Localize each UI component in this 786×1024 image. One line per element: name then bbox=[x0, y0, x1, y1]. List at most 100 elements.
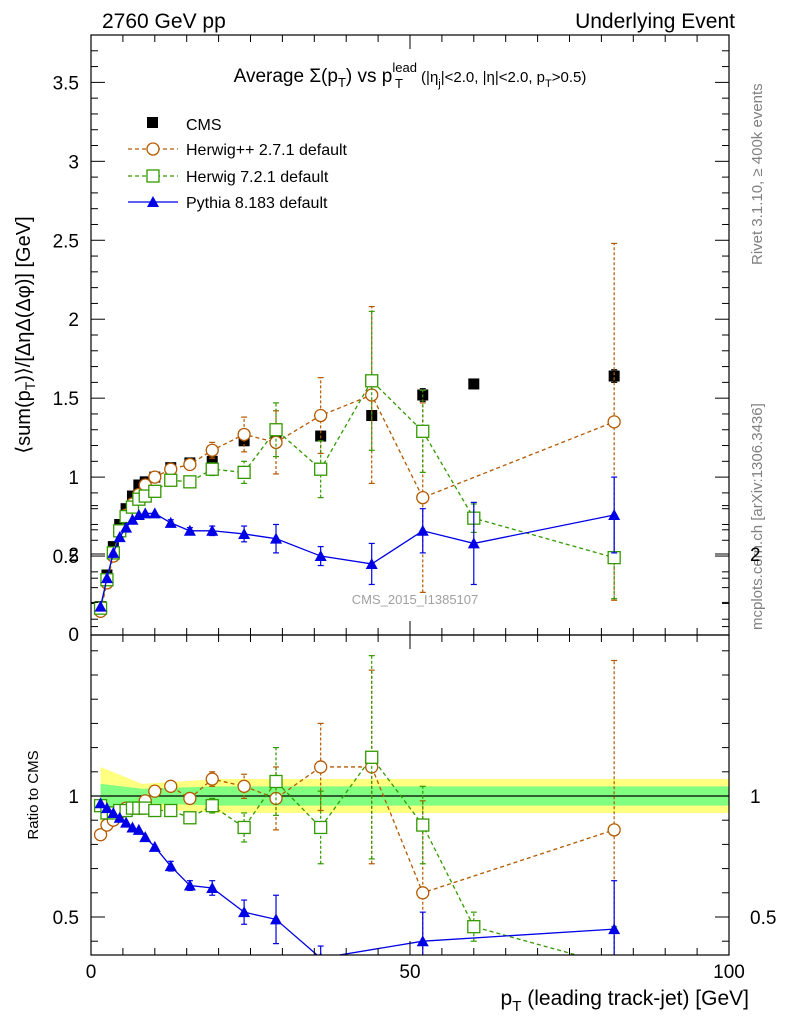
ratio-y-tick-label-right: 1 bbox=[750, 787, 761, 808]
pythia-point bbox=[148, 840, 161, 852]
ratio-y-tick-label: 2 bbox=[68, 545, 79, 566]
herwigpp-point bbox=[148, 784, 162, 798]
legend-label-pythia: Pythia 8.183 default bbox=[186, 195, 328, 212]
herwigpp-point bbox=[164, 779, 178, 793]
main-y-axis-label: ⟨sum(pT)⟩/[ΔηΔ(Δφ)] [GeV] bbox=[13, 216, 38, 453]
y-tick-label: 0.5 bbox=[53, 547, 79, 568]
herwig7-point bbox=[164, 803, 178, 818]
herwigpp-line bbox=[99, 394, 615, 612]
herwig7-point bbox=[205, 462, 219, 476]
legend-label-herwig7: Herwig 7.2.1 default bbox=[186, 169, 329, 186]
legend-label-cms: CMS bbox=[186, 117, 222, 134]
pythia-point bbox=[238, 906, 251, 918]
title-sup-d: lead bbox=[392, 60, 417, 75]
legend-item-pythia: Pythia 8.183 default bbox=[128, 195, 328, 212]
pythia-point bbox=[365, 557, 378, 569]
xlabel-part-a: p bbox=[501, 987, 513, 1010]
pythia-line bbox=[100, 802, 615, 955]
title-sub-i: T bbox=[545, 78, 552, 90]
y-tick-label: 1.5 bbox=[53, 389, 79, 410]
y-tick-label: 3.5 bbox=[53, 73, 79, 94]
main-ticks bbox=[90, 34, 730, 636]
herwig7-point bbox=[314, 462, 328, 476]
analysis-watermark: CMS_2015_I1385107 bbox=[352, 592, 479, 607]
herwigpp-point bbox=[205, 772, 219, 786]
herwigpp-point bbox=[416, 490, 430, 505]
x-tick-label: 0 bbox=[86, 962, 97, 983]
herwigpp-point bbox=[164, 462, 178, 476]
pythia-point bbox=[94, 797, 107, 809]
main-title: Average Σ(pT) vs plead T (|ηj|<2.0, |η|<2… bbox=[234, 60, 587, 91]
y-tick-label: 2.5 bbox=[53, 231, 79, 252]
herwig7-point bbox=[608, 959, 620, 971]
pythia-point bbox=[126, 513, 139, 525]
pythia-point bbox=[100, 572, 113, 584]
pythia-point bbox=[206, 524, 219, 536]
pythia-point bbox=[608, 509, 621, 520]
legend-label-herwigpp: Herwig++ 2.7.1 default bbox=[186, 142, 348, 159]
pythia-point bbox=[164, 860, 177, 872]
pythia-point bbox=[113, 531, 126, 543]
herwigpp-point bbox=[416, 886, 430, 900]
herwigpp-point bbox=[93, 828, 108, 842]
x-tick-label: 100 bbox=[713, 962, 745, 983]
herwig7-point bbox=[205, 799, 219, 813]
title-sub-g: j bbox=[437, 78, 440, 90]
title-part-h: |<2.0, |η|<2.0, p bbox=[441, 69, 545, 86]
herwig7-point bbox=[237, 465, 251, 480]
herwigpp-point bbox=[607, 823, 621, 837]
x-tick-label: 50 bbox=[399, 962, 420, 983]
ratio-y-tick-label-right: 2 bbox=[750, 545, 761, 566]
title-part-j: >0.5) bbox=[552, 69, 587, 86]
cms-point bbox=[468, 378, 480, 390]
pythia-point bbox=[206, 881, 219, 893]
legend-marker-cms bbox=[147, 117, 158, 128]
pythia-point bbox=[314, 550, 327, 562]
y-tick-label: 1 bbox=[68, 468, 79, 489]
pythia-point bbox=[319, 952, 323, 955]
ylabel-part-c: )⟩/[ΔηΔ(Δφ)] [GeV] bbox=[13, 216, 35, 381]
pythia-point bbox=[100, 802, 113, 814]
title-sub-e: T bbox=[395, 76, 403, 91]
herwig7-point bbox=[269, 423, 283, 437]
y-tick-label: 2 bbox=[68, 310, 79, 331]
ratio-panel: 0.5 0.5 1 1 2 2 0 50 100 Ratio to CMS pT (leadi… bbox=[25, 505, 776, 1015]
herwig7-point bbox=[416, 818, 430, 832]
pythia-point bbox=[120, 521, 133, 533]
pythia-point bbox=[416, 524, 429, 536]
legend-item-herwig7: Herwig 7.2.1 default bbox=[128, 169, 329, 186]
herwig7-point bbox=[467, 920, 481, 934]
y-tick-label-zero: 0 bbox=[68, 625, 79, 646]
main-ytick-labels: 0.5 1 1.5 2 2.5 3 3.5 0 bbox=[53, 73, 79, 646]
ratio-y-tick-label-right: 0.5 bbox=[750, 908, 776, 929]
legend-marker-herwigpp bbox=[146, 142, 160, 156]
main-panel: Average Σ(pT) vs plead T (|ηj|<2.0, |η|<2… bbox=[13, 34, 730, 646]
pythia-point bbox=[467, 537, 480, 549]
mcplots-label: mcplots.cern.ch [arXiv:1306.3436] bbox=[749, 403, 766, 630]
header-left: 2760 GeV pp bbox=[102, 10, 226, 33]
ratio-y-axis-label: Ratio to CMS bbox=[25, 750, 42, 839]
pythia-point bbox=[270, 532, 283, 544]
pythia-point bbox=[94, 600, 107, 612]
herwigpp-point bbox=[183, 457, 197, 472]
title-part-f: (|η bbox=[417, 69, 438, 86]
title-part-a: Average Σ(p bbox=[234, 66, 338, 87]
herwigpp-point bbox=[205, 443, 219, 457]
legend-marker-pythia bbox=[147, 196, 159, 207]
pythia-point bbox=[126, 821, 139, 833]
herwigpp-point bbox=[314, 408, 328, 423]
herwig7-point bbox=[148, 484, 162, 498]
herwig7-point bbox=[183, 475, 197, 489]
legend-item-herwigpp: Herwig++ 2.7.1 default bbox=[128, 142, 348, 159]
pythia-point bbox=[238, 527, 251, 539]
herwig7-point bbox=[365, 750, 379, 764]
x-axis-label: pT (leading track-jet) [GeV] bbox=[501, 987, 749, 1015]
xtick-labels: 0 50 100 bbox=[86, 962, 745, 983]
herwig7-point bbox=[148, 803, 162, 818]
cms-point bbox=[206, 455, 218, 467]
ylabel-sub-b: T bbox=[22, 381, 38, 390]
ratio-ticks bbox=[90, 505, 730, 955]
herwigpp-point bbox=[607, 415, 621, 429]
herwig7-point bbox=[314, 820, 328, 835]
ylabel-part-a: ⟨sum(p bbox=[13, 390, 35, 453]
